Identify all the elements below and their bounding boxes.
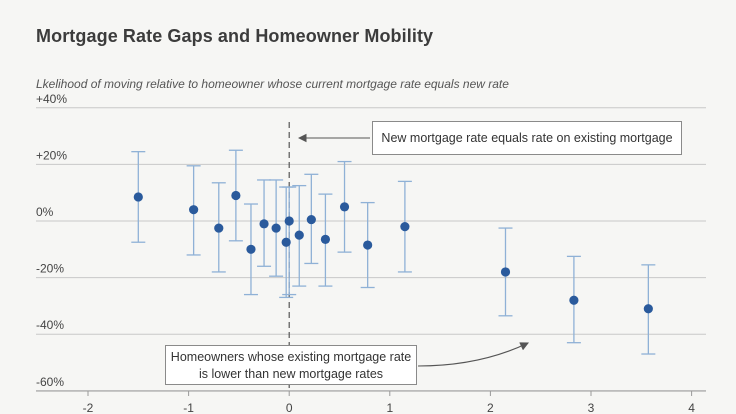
x-tick-label: 0 [286,401,293,414]
data-point [214,223,224,233]
data-point [133,192,143,202]
data-point [500,267,511,277]
data-point [363,240,373,250]
data-point [271,223,281,233]
x-tick-label: -1 [183,401,194,414]
x-tick-label: -2 [83,401,94,414]
y-tick-label: +40% [36,92,67,106]
data-point [284,216,294,226]
data-point [400,222,410,232]
data-point [306,214,316,225]
data-point [643,304,653,314]
x-tick-label: 4 [688,401,695,414]
data-point [281,237,291,247]
y-tick-label: -20% [36,262,64,276]
data-point [189,205,199,215]
chart-title: Mortgage Rate Gaps and Homeowner Mobilit… [36,26,434,46]
x-tick-label: 2 [487,401,494,414]
annotation-reference-line: New mortgage rate equals rate on existin… [372,121,682,155]
y-tick-label: 0% [36,205,54,219]
data-point [259,219,269,229]
y-tick-label: -60% [36,375,64,389]
data-point [339,202,350,212]
data-point [569,295,579,305]
annotation-arrow-bottom [417,342,529,367]
y-tick-label: -40% [36,318,64,332]
y-tick-label: +20% [36,148,67,162]
x-tick-label: 3 [588,401,595,414]
data-point [294,230,304,240]
data-point [246,244,256,254]
data-point [231,190,241,201]
annotation-lower-rate-homeowners: Homeowners whose existing mortgage rate … [165,345,417,385]
x-tick-label: 1 [386,401,393,414]
chart-subtitle: Lkelihood of moving relative to homeowne… [36,77,509,91]
data-point [320,234,331,244]
